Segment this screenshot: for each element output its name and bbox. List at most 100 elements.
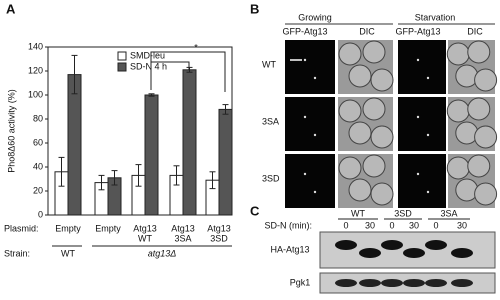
- cell: [474, 182, 498, 206]
- panel-label: A: [6, 1, 16, 16]
- y-tick-label: 40: [33, 161, 43, 171]
- cell: [474, 68, 498, 92]
- x-tick-label: WT: [138, 233, 152, 243]
- time: 0: [433, 220, 438, 230]
- y-tick-label: 100: [28, 89, 43, 99]
- time: 30: [365, 220, 375, 230]
- legend-swatch: [117, 62, 127, 72]
- channel: GFP-Atg13: [282, 26, 327, 36]
- band: [451, 248, 473, 258]
- channel: DIC: [467, 26, 483, 36]
- micrograph: [398, 154, 446, 208]
- y-tick-label: 80: [33, 113, 43, 123]
- band: [403, 248, 425, 258]
- time: 0: [389, 220, 394, 230]
- legend-swatch: [117, 51, 127, 61]
- bar: [144, 94, 159, 216]
- bar: [218, 108, 233, 216]
- cell: [370, 125, 394, 149]
- significance-bracket: [150, 51, 226, 92]
- row-label: 3SA: [262, 116, 279, 126]
- dot: [303, 172, 307, 176]
- legend-label: SD-N 4 h: [130, 61, 167, 71]
- dot: [303, 115, 307, 119]
- row-label: 3SD: [262, 173, 280, 183]
- micrograph: [285, 40, 335, 94]
- cell: [467, 97, 491, 121]
- dot: [303, 58, 307, 62]
- y-axis-label: Pho8Δ60 activity (%): [6, 89, 16, 173]
- cell: [338, 42, 362, 66]
- band: [425, 279, 447, 287]
- micrograph: [285, 154, 335, 208]
- cell: [362, 40, 386, 64]
- band: [335, 240, 357, 250]
- time: 0: [343, 220, 348, 230]
- band: [451, 279, 473, 287]
- cell: [467, 154, 491, 178]
- cell: [455, 121, 479, 145]
- cell: [446, 156, 470, 180]
- cell: [362, 154, 386, 178]
- row-label: WT: [262, 59, 276, 69]
- dot: [313, 133, 317, 137]
- legend-label: SMD-leu: [130, 50, 165, 60]
- y-tick-label: 0: [38, 209, 43, 219]
- blot-frame: [319, 231, 496, 269]
- cell: [474, 125, 498, 149]
- row-label: Strain:: [4, 248, 30, 258]
- micrograph: [398, 97, 446, 151]
- strain: 3SA: [440, 208, 457, 218]
- x-tick-label: Atg13: [207, 223, 231, 233]
- time-label: SD-N (min):: [265, 220, 313, 230]
- cell: [370, 68, 394, 92]
- panel-label: B: [250, 1, 259, 16]
- y-tick-label: 140: [28, 41, 43, 51]
- strain-label: atg13Δ: [148, 248, 177, 258]
- dot: [416, 58, 420, 62]
- dot: [426, 190, 430, 194]
- micrograph: [285, 97, 335, 151]
- time: 30: [409, 220, 419, 230]
- cell: [370, 182, 394, 206]
- significance: *: [194, 42, 198, 52]
- x-tick-label: Atg13: [171, 223, 195, 233]
- band: [335, 279, 357, 287]
- cell: [338, 156, 362, 180]
- micrograph: [398, 40, 446, 94]
- blot-label: HA-Atg13: [270, 244, 309, 254]
- cell: [455, 64, 479, 88]
- band: [359, 248, 381, 258]
- cell: [446, 99, 470, 123]
- row-label: Plasmid:: [4, 223, 39, 233]
- x-tick-label: 3SA: [174, 233, 191, 243]
- panel-label: C: [250, 203, 260, 218]
- channel: DIC: [359, 26, 375, 36]
- cell: [455, 178, 479, 202]
- x-tick-label: Empty: [95, 223, 121, 233]
- time: 30: [457, 220, 467, 230]
- condition: Starvation: [415, 12, 456, 22]
- micrographs: WT 3SA 3SD: [262, 40, 498, 208]
- cell: [467, 40, 491, 64]
- dot: [416, 172, 420, 176]
- band: [381, 279, 403, 287]
- band: [381, 240, 403, 250]
- band: [425, 240, 447, 250]
- strain-label: WT: [61, 248, 75, 258]
- cell: [348, 178, 372, 202]
- y-tick-label: 20: [33, 185, 43, 195]
- cell: [348, 64, 372, 88]
- dot: [313, 76, 317, 80]
- y-tick-label: 120: [28, 65, 43, 75]
- strain: WT: [351, 208, 365, 218]
- bar: [67, 74, 82, 216]
- x-tick-label: Atg13: [133, 223, 157, 233]
- strain: 3SD: [394, 208, 412, 218]
- cell: [338, 99, 362, 123]
- cell: [362, 97, 386, 121]
- dot: [313, 190, 317, 194]
